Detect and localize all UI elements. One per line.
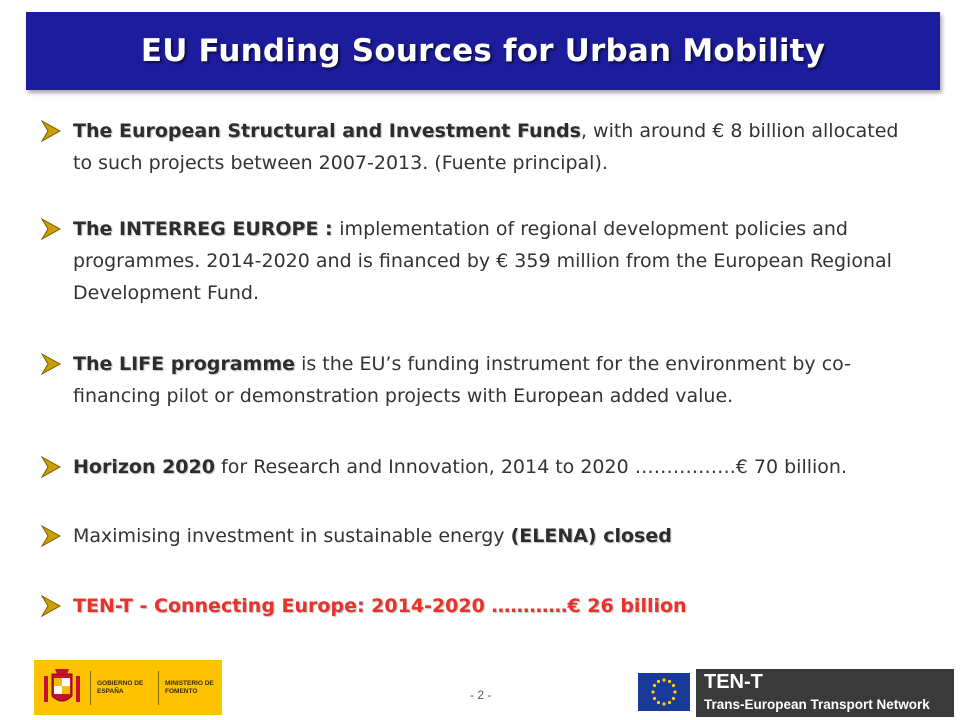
arrow-bullet-icon: [40, 594, 62, 618]
ministerio-label: MINISTERIO DE FOMENTO: [165, 679, 214, 695]
ten-t-banner: TEN-T Trans-European Transport Network: [696, 669, 954, 717]
divider: [90, 670, 91, 705]
bullet-bold: The LIFE programme: [73, 353, 296, 375]
coat-of-arms-icon: [44, 668, 80, 702]
bullet-bold: The INTERREG EUROPE :: [73, 218, 340, 240]
gobierno-logo: GOBIERNO DE ESPAÑA MINISTERIO DE FOMENTO: [34, 660, 222, 715]
page-number: - 2 -: [470, 688, 492, 702]
footer: GOBIERNO DE ESPAÑA MINISTERIO DE FOMENTO…: [0, 655, 960, 720]
divider: [158, 670, 159, 705]
ten-t-subtitle: Trans-European Transport Network: [704, 697, 930, 712]
bullet-text: Maximising investment in sustainable ene…: [73, 525, 511, 547]
arrow-bullet-icon: [40, 119, 62, 143]
bullet-horizon: Horizon 2020 for Research and Innovation…: [40, 451, 920, 483]
arrow-bullet-icon: [40, 217, 62, 241]
bullet-life: The LIFE programme is the EU’s funding i…: [40, 348, 920, 412]
bullet-tent: TEN-T - Connecting Europe: 2014-2020 …………: [40, 590, 920, 622]
bullet-bold: Horizon 2020: [73, 456, 215, 478]
ten-t-logo: TEN-T Trans-European Transport Network: [638, 669, 954, 719]
gobierno-label: GOBIERNO DE ESPAÑA: [97, 679, 144, 695]
eu-flag-icon: [638, 673, 690, 711]
bullet-text: , with around € 8 billion allocated to s…: [73, 120, 899, 174]
bullet-elena: Maximising investment in sustainable ene…: [40, 520, 920, 552]
arrow-bullet-icon: [40, 455, 62, 479]
bullet-esif: The European Structural and Investment F…: [40, 115, 920, 179]
bullet-bold: (ELENA) closed: [510, 525, 672, 547]
slide-title: EU Funding Sources for Urban Mobility: [140, 33, 826, 69]
ten-t-title: TEN-T: [704, 671, 763, 693]
bullet-bold: The European Structural and Investment F…: [73, 120, 581, 142]
bullet-text: implementation of regional development p…: [73, 218, 892, 304]
bullet-interreg: The INTERREG EUROPE : implementation of …: [40, 213, 920, 309]
arrow-bullet-icon: [40, 524, 62, 548]
bullet-text: is the EU’s funding instrument for the e…: [73, 353, 851, 407]
bullet-text: for Research and Innovation, 2014 to 202…: [214, 456, 848, 478]
title-bar: EU Funding Sources for Urban Mobility: [26, 12, 940, 90]
bullet-bold: TEN-T - Connecting Europe: 2014-2020 …………: [73, 595, 687, 617]
arrow-bullet-icon: [40, 352, 62, 376]
